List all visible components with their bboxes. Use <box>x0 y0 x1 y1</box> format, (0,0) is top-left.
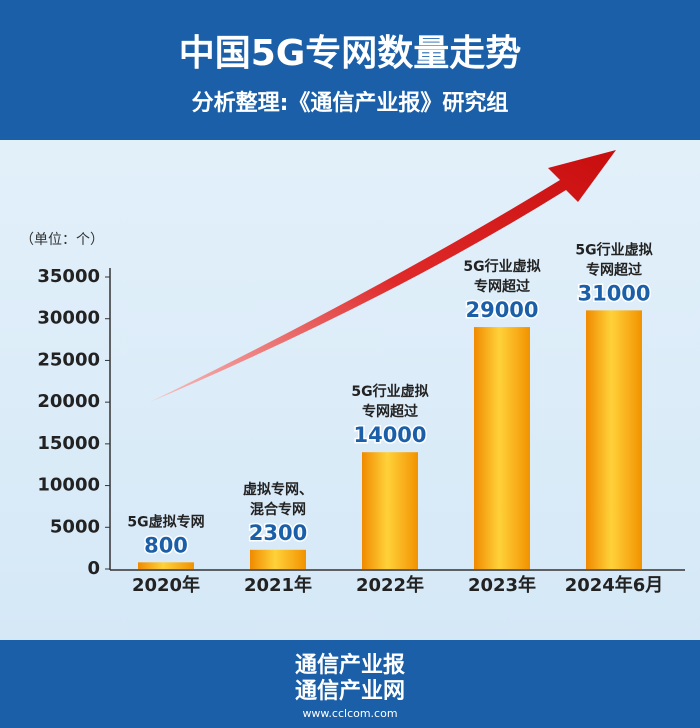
footer <box>0 640 700 728</box>
bar-note: 5G行业虚拟 <box>575 241 652 258</box>
bar <box>362 452 418 569</box>
bar-note: 5G虚拟专网 <box>127 513 204 530</box>
x-tick-label: 2020年 <box>132 574 200 596</box>
value-label: 14000 <box>353 423 426 447</box>
x-tick-label: 2022年 <box>356 574 424 596</box>
trend-arrow <box>150 150 616 402</box>
y-tick-label: 35000 <box>37 266 100 287</box>
value-label: 800 <box>144 533 188 557</box>
y-tick-label: 20000 <box>37 391 100 412</box>
bar-note: 专网超过 <box>586 261 642 278</box>
bar-note: 专网超过 <box>362 403 418 420</box>
y-tick-label: 15000 <box>37 433 100 454</box>
footer-text: 通信产业网 <box>295 678 405 704</box>
bar-note: 混合专网 <box>250 501 306 518</box>
y-tick-label: 25000 <box>37 349 100 370</box>
bar-note: 虚拟专网、 <box>243 481 313 498</box>
y-tick-label: 30000 <box>37 308 100 329</box>
footer-url: www.cclcom.com <box>302 707 397 720</box>
header <box>0 0 700 140</box>
chart-title: 中国5G专网数量走势 <box>179 33 522 74</box>
bar <box>586 310 642 569</box>
y-tick-label: 10000 <box>37 475 100 496</box>
bar <box>474 327 530 569</box>
value-label: 29000 <box>465 298 538 322</box>
x-tick-label: 2021年 <box>244 574 312 596</box>
footer-text: 通信产业报 <box>295 652 405 678</box>
value-label: 31000 <box>577 281 650 305</box>
bar-note: 专网超过 <box>474 278 530 295</box>
unit-label: （单位：个） <box>20 232 104 248</box>
bar <box>250 549 306 569</box>
x-tick-label: 2024年6月 <box>565 574 664 596</box>
y-tick-label: 0 <box>87 558 100 579</box>
value-label: 2300 <box>249 521 307 545</box>
bar-note: 5G行业虚拟 <box>463 258 540 275</box>
x-tick-label: 2023年 <box>468 574 536 596</box>
bar-note: 5G行业虚拟 <box>351 383 428 400</box>
subtitle: 分析整理:《通信产业报》研究组 <box>192 90 509 116</box>
bar <box>138 562 194 569</box>
y-tick-label: 5000 <box>50 516 100 537</box>
